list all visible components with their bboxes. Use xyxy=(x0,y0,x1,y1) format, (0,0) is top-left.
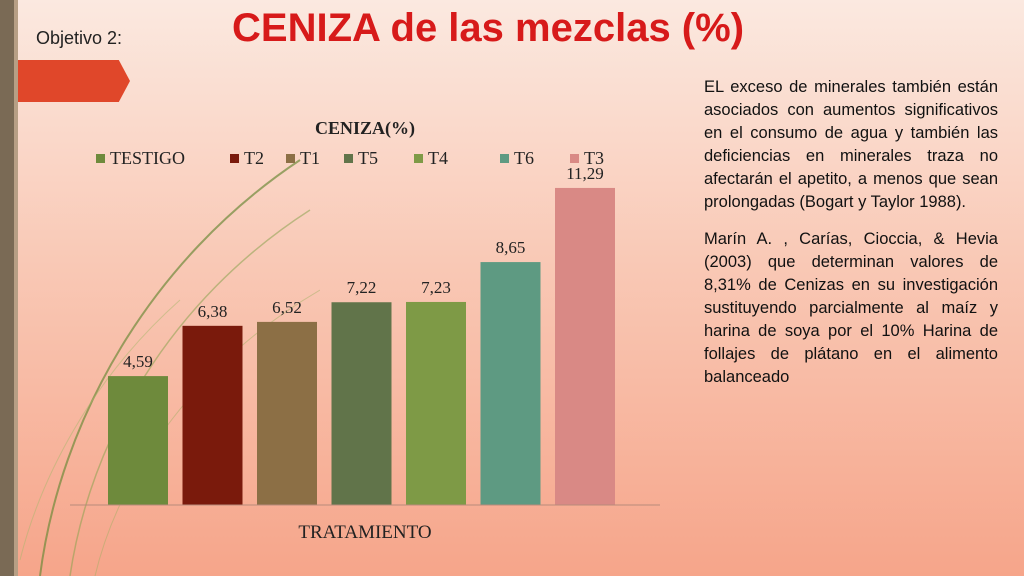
legend-swatch-t6 xyxy=(500,154,509,163)
left-decor-band-inner xyxy=(14,0,18,576)
bar-t2 xyxy=(182,325,243,505)
objective-label: Objetivo 2: xyxy=(36,28,123,48)
page-title: CENIZA de las mezclas (%) xyxy=(232,6,745,50)
data-label-t4: 7,23 xyxy=(421,278,451,297)
legend-swatch-t4 xyxy=(414,154,423,163)
data-label-t2: 6,38 xyxy=(198,302,228,321)
legend-label-t4: T4 xyxy=(428,148,448,168)
chart-title: CENIZA(%) xyxy=(315,118,415,139)
side-text-panel: EL exceso de minerales también están aso… xyxy=(704,76,998,403)
data-label-t1: 6,52 xyxy=(272,298,302,317)
bar-t3 xyxy=(555,187,615,506)
legend-swatch-t1 xyxy=(286,154,295,163)
title-accent-tab xyxy=(18,60,130,102)
x-axis-label: TRATAMIENTO xyxy=(298,522,431,543)
side-paragraph-2: Marín A. , Carías, Cioccia, & Hevia (200… xyxy=(704,230,998,386)
data-label-t3: 11,29 xyxy=(566,164,604,183)
bar-t4 xyxy=(406,301,466,505)
bar-t1 xyxy=(257,321,317,505)
legend-label-t6: T6 xyxy=(514,148,534,168)
bar-t5 xyxy=(331,302,392,505)
ceniza-bar-chart: CENIZA(%) TESTIGO T2 T1 T5 T4 T6 T3 4,59 6,38 6,… xyxy=(70,118,660,543)
side-paragraph-1: EL exceso de minerales también están aso… xyxy=(704,78,998,211)
bar-t6 xyxy=(480,262,541,505)
legend-label-testigo: TESTIGO xyxy=(110,148,185,168)
legend-swatch-t3 xyxy=(570,154,579,163)
legend-swatch-t2 xyxy=(230,154,239,163)
legend-swatch-t5 xyxy=(344,154,353,163)
legend-label-t1: T1 xyxy=(300,148,320,168)
legend-label-t5: T5 xyxy=(358,148,378,168)
decorative-curves xyxy=(19,159,320,576)
data-label-t5: 7,22 xyxy=(347,278,377,297)
left-decor-band xyxy=(0,0,14,576)
legend-label-t2: T2 xyxy=(244,148,264,168)
chart-legend: TESTIGO T2 T1 T5 T4 T6 T3 xyxy=(96,148,604,168)
data-label-t6: 8,65 xyxy=(496,238,526,257)
legend-label-t3: T3 xyxy=(584,148,604,168)
data-label-testigo: 4,59 xyxy=(123,352,153,371)
bar-testigo xyxy=(108,376,168,505)
chart-bars: 4,59 6,38 6,52 7,22 7,23 8,65 11,29 xyxy=(108,164,615,506)
legend-swatch-testigo xyxy=(96,154,105,163)
